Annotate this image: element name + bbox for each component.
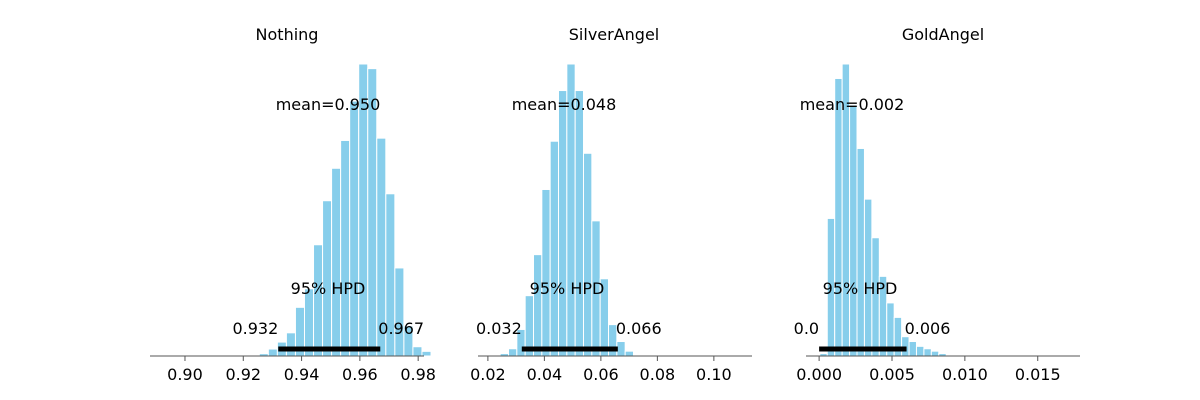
histogram-bar [558, 90, 568, 357]
x-tick-label: 0.015 [1015, 365, 1061, 384]
hpd-high-value: 0.967 [378, 319, 424, 338]
hpd-low-value: 0.932 [232, 319, 278, 338]
histogram-bar [412, 346, 423, 357]
histogram-bar [616, 341, 626, 357]
histogram-bar [508, 348, 518, 357]
panel-title: GoldAngel [902, 25, 984, 44]
histogram-bar [930, 350, 940, 357]
hpd-label: 95% HPD [291, 279, 366, 298]
x-tick-label: 0.010 [942, 365, 988, 384]
x-tick-label: 0.90 [167, 365, 203, 384]
histogram-bar [303, 288, 315, 357]
histogram-bar [267, 348, 278, 357]
hpd-low-value: 0.0 [794, 319, 819, 338]
hpd-low-value: 0.032 [476, 319, 522, 338]
histogram-bar [908, 341, 917, 357]
x-tick-label: 0.000 [796, 365, 842, 384]
histogram-bar [394, 267, 405, 357]
histogram-bar [574, 90, 585, 357]
histogram-bar [313, 244, 324, 357]
x-tick-label: 0.96 [342, 365, 378, 384]
histogram-bar [340, 139, 351, 357]
panel-title: SilverAngel [569, 25, 659, 44]
histogram-bar [421, 350, 432, 357]
hpd-high-value: 0.006 [905, 319, 951, 338]
histogram-bar [856, 147, 865, 357]
x-tick-label: 0.08 [640, 365, 676, 384]
histogram-bar [549, 140, 560, 357]
mean-label: mean=0.002 [800, 95, 905, 114]
x-tick-label: 0.92 [225, 365, 261, 384]
x-tick-label: 0.06 [583, 365, 619, 384]
x-tick-label: 0.94 [284, 365, 320, 384]
panel-silverangel: 0.02 0.04 0.06 0.08 0.10 SilverAngel mean=0.04… [470, 25, 752, 384]
panel-nothing: 0.90 0.92 0.94 0.96 0.98 Nothing mean=0.950 95%… [150, 25, 436, 384]
histogram-bar [533, 254, 543, 357]
x-tick-label: 0.005 [869, 365, 915, 384]
histogram-bar [285, 332, 296, 357]
histogram-bar [849, 104, 858, 357]
hpd-label: 95% HPD [530, 279, 605, 298]
histogram-bar [923, 348, 932, 357]
histogram-bar [915, 345, 925, 357]
histogram-bar [349, 100, 360, 357]
mean-label: mean=0.048 [512, 95, 617, 114]
mean-label: mean=0.950 [276, 95, 381, 114]
histogram-bar [863, 198, 873, 357]
hpd-high-value: 0.066 [616, 319, 662, 338]
histogram-bar [901, 336, 910, 357]
histogram-bar [624, 350, 635, 357]
histogram-bar [541, 188, 551, 357]
x-tick-label: 0.10 [696, 365, 732, 384]
x-tick-label: 0.98 [400, 365, 436, 384]
panel-title: Nothing [256, 25, 319, 44]
histogram-bar [834, 77, 843, 357]
hpd-label: 95% HPD [823, 279, 898, 298]
x-tick-label: 0.02 [470, 365, 506, 384]
histogram-bar [331, 167, 342, 357]
histogram-bar [583, 152, 593, 357]
panel-goldangel: 0.000 0.005 0.010 0.015 GoldAngel mean=0.002 9… [794, 25, 1080, 384]
x-tick-label: 0.04 [527, 365, 563, 384]
